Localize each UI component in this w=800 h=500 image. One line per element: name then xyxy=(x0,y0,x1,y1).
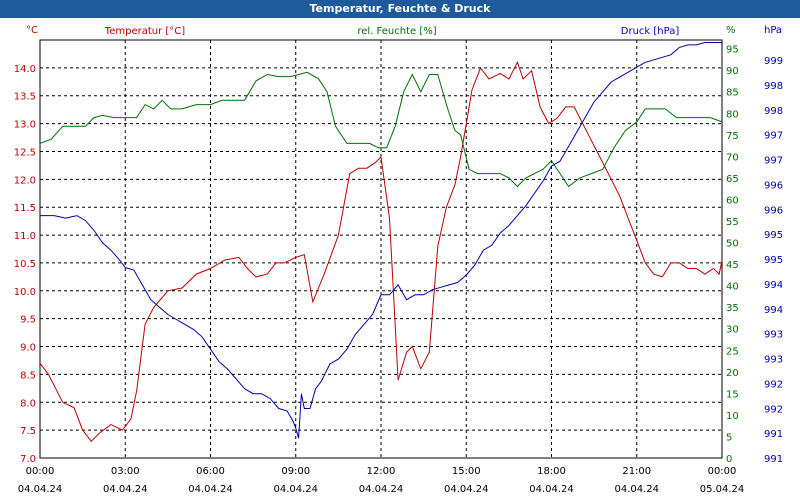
left-tick-label: 9.5 xyxy=(20,315,36,326)
x-tick-date: 04.04.24 xyxy=(444,484,489,495)
x-tick-time: 00:00 xyxy=(26,466,55,477)
pressure-tick-label: 998 xyxy=(764,81,783,92)
humidity-tick-label: 60 xyxy=(726,195,739,206)
humidity-tick-label: 85 xyxy=(726,88,739,99)
pressure-tick-label: 996 xyxy=(764,205,783,216)
left-tick-label: 7.0 xyxy=(20,454,36,465)
pressure-tick-label: 998 xyxy=(764,106,783,117)
pressure-tick-label: 994 xyxy=(764,305,783,316)
humidity-tick-label: 35 xyxy=(726,303,739,314)
humidity-tick-label: 40 xyxy=(726,282,739,293)
humidity-tick-label: 45 xyxy=(726,260,739,271)
pressure-tick-label: 995 xyxy=(764,255,783,266)
x-tick-date: 04.04.24 xyxy=(273,484,318,495)
x-tick-time: 09:00 xyxy=(281,466,310,477)
pressure-tick-label: 994 xyxy=(764,280,783,291)
temperature-line xyxy=(39,61,723,443)
left-tick-label: 9.0 xyxy=(20,343,36,354)
humidity-axis-unit: % xyxy=(726,25,736,36)
humidity-tick-label: 30 xyxy=(726,325,739,336)
humidity-tick-label: 50 xyxy=(726,239,739,250)
left-tick-label: 13.5 xyxy=(14,92,36,103)
chart-svg: 7.0 7.5 8.0 8.5 9.0 9.5 10.0 10.5 11.0 11.5 12.0 12… xyxy=(14,25,783,495)
pressure-tick-label: 991 xyxy=(764,454,783,465)
left-tick-label: 14.0 xyxy=(14,64,36,75)
x-tick-time: 06:00 xyxy=(196,466,225,477)
pressure-tick-label: 992 xyxy=(764,404,783,415)
x-tick-date: 04.04.24 xyxy=(614,484,659,495)
pressure-tick-label: 997 xyxy=(764,131,783,142)
x-tick-date: 04.04.24 xyxy=(359,484,404,495)
x-tick-time: 03:00 xyxy=(111,466,140,477)
x-tick-time: 18:00 xyxy=(537,466,566,477)
humidity-tick-label: 10 xyxy=(726,411,739,422)
humidity-tick-label: 65 xyxy=(726,174,739,185)
left-tick-label: 11.0 xyxy=(14,231,36,242)
pressure-tick-label: 993 xyxy=(764,355,783,366)
humidity-tick-label: 95 xyxy=(726,45,739,56)
left-tick-label: 11.5 xyxy=(14,203,36,214)
humidity-tick-label: 15 xyxy=(726,389,739,400)
humidity-tick-label: 55 xyxy=(726,217,739,228)
left-tick-label: 10.5 xyxy=(14,259,36,270)
humidity-tick-label: 75 xyxy=(726,131,739,142)
x-tick-time: 00:00 xyxy=(708,466,737,477)
left-tick-label: 13.0 xyxy=(14,120,36,131)
humidity-tick-label: 0 xyxy=(726,454,732,465)
x-tick-time: 12:00 xyxy=(367,466,396,477)
pressure-tick-label: 997 xyxy=(764,156,783,167)
pressure-tick-label: 999 xyxy=(764,56,783,67)
left-tick-label: 12.5 xyxy=(14,147,36,158)
humidity-legend: rel. Feuchte [%] xyxy=(357,26,436,37)
pressure-axis-unit: hPa xyxy=(764,25,782,36)
left-tick-label: 8.0 xyxy=(20,398,36,409)
left-tick-label: 12.0 xyxy=(14,175,36,186)
left-axis-unit: °C xyxy=(26,25,38,36)
left-tick-label: 10.0 xyxy=(14,287,36,298)
x-tick-date: 04.04.24 xyxy=(103,484,148,495)
pressure-tick-label: 993 xyxy=(764,330,783,341)
humidity-tick-label: 5 xyxy=(726,432,732,443)
pressure-tick-label: 991 xyxy=(764,429,783,440)
x-tick-date: 04.04.24 xyxy=(18,484,63,495)
humidity-tick-label: 90 xyxy=(726,66,739,77)
humidity-tick-label: 25 xyxy=(726,346,739,357)
left-tick-label: 7.5 xyxy=(20,426,36,437)
humidity-tick-label: 70 xyxy=(726,152,739,163)
chart-area: 7.0 7.5 8.0 8.5 9.0 9.5 10.0 10.5 11.0 11.5 12.0 12… xyxy=(0,18,800,500)
window-title: Temperatur, Feuchte & Druck xyxy=(0,0,800,18)
humidity-tick-label: 80 xyxy=(726,109,739,120)
pressure-line xyxy=(40,42,722,439)
humidity-line xyxy=(39,71,723,188)
x-tick-date: 04.04.24 xyxy=(188,484,233,495)
temperature-legend: Temperatur [°C] xyxy=(104,26,185,37)
x-tick-time: 15:00 xyxy=(452,466,481,477)
x-tick-time: 21:00 xyxy=(622,466,651,477)
pressure-tick-label: 992 xyxy=(764,379,783,390)
pressure-tick-label: 996 xyxy=(764,180,783,191)
pressure-tick-label: 995 xyxy=(764,230,783,241)
pressure-legend: Druck [hPa] xyxy=(621,26,680,37)
x-tick-date: 05.04.24 xyxy=(700,484,745,495)
left-tick-label: 8.5 xyxy=(20,370,36,381)
x-tick-date: 04.04.24 xyxy=(529,484,574,495)
humidity-tick-label: 20 xyxy=(726,368,739,379)
